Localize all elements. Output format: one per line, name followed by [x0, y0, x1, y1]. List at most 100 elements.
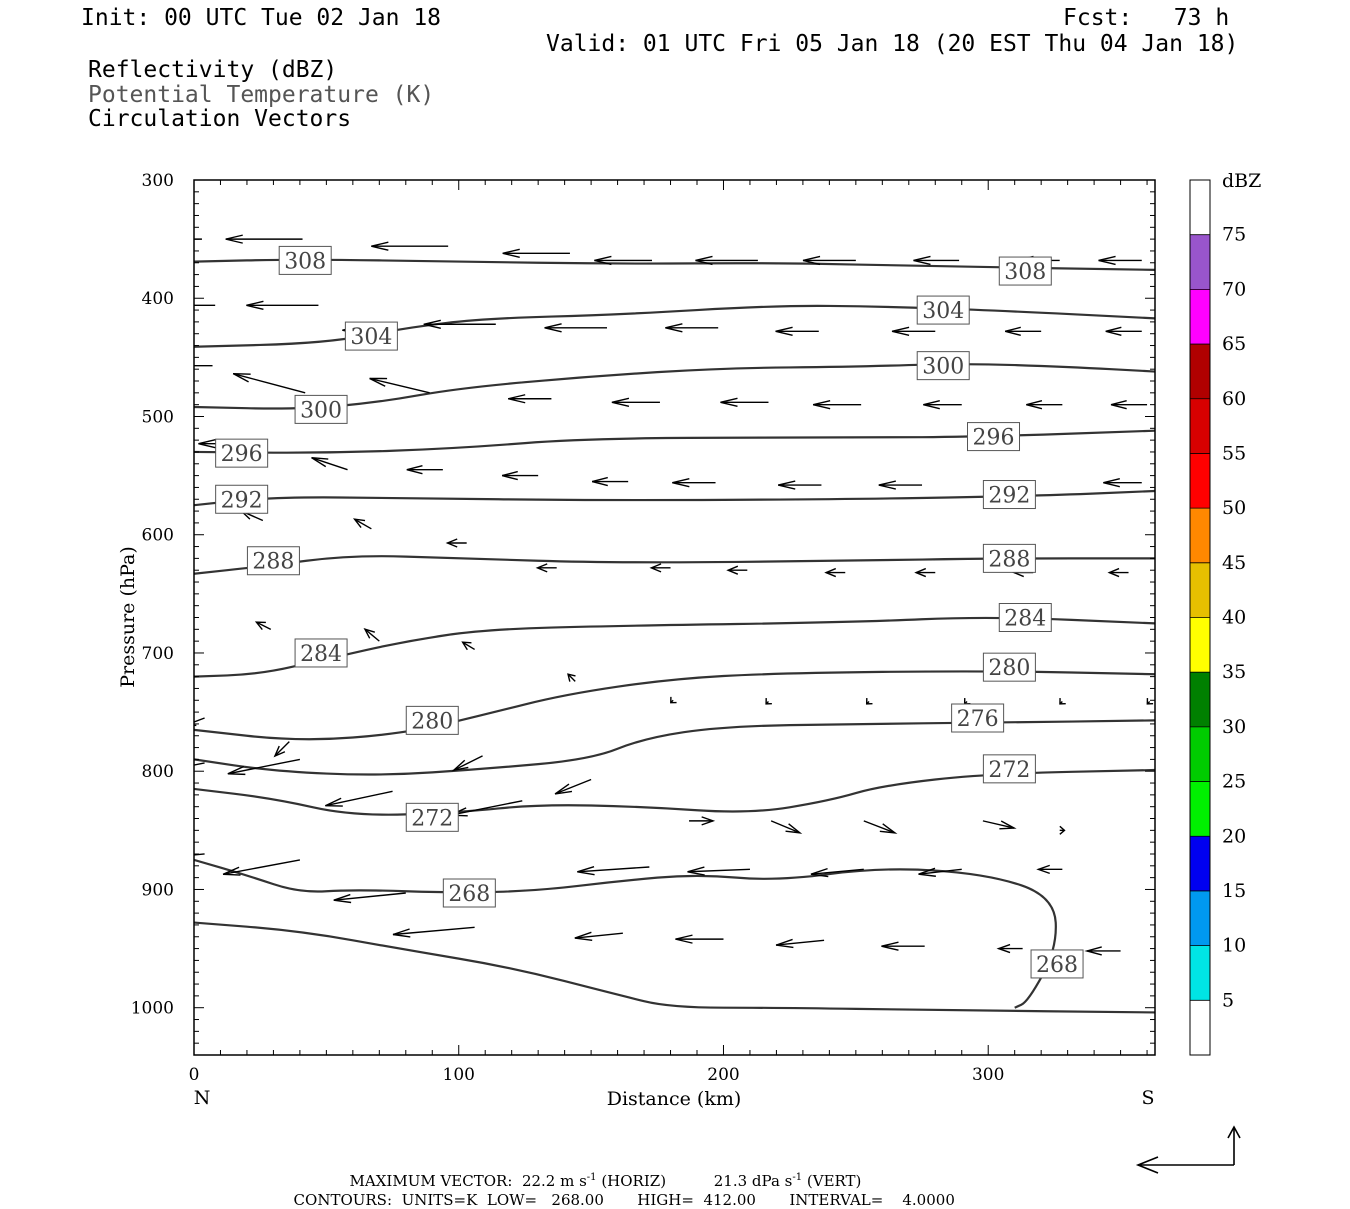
- circulation-vector: [611, 397, 660, 407]
- circulation-vector: [665, 323, 719, 333]
- vector-head: [535, 563, 548, 573]
- vector-shaft: [554, 778, 592, 795]
- contour-label-box: [916, 351, 970, 381]
- max-vector-vert-exp: -1: [792, 1172, 803, 1183]
- y-tick-label: 900: [142, 880, 174, 900]
- vector-head: [333, 893, 352, 904]
- colorbar-band: [1190, 672, 1210, 727]
- circulation-vector: [406, 465, 443, 475]
- vector-head: [501, 470, 518, 481]
- circulation-vector: [246, 300, 319, 311]
- axis-ticks: [193, 179, 1155, 1056]
- y-tick-label: 700: [142, 644, 174, 664]
- circulation-vector: [194, 853, 205, 856]
- vector-head: [1026, 399, 1043, 410]
- vector-shaft: [233, 372, 306, 394]
- vector-head: [923, 399, 940, 410]
- colorbar-level-label: 60: [1222, 388, 1246, 410]
- circulation-vector: [720, 397, 769, 407]
- vector-head: [649, 563, 662, 573]
- vector-shaft: [453, 755, 483, 771]
- x-axis-right-end-label: S: [1141, 1087, 1154, 1109]
- contour-label-284: 284: [998, 603, 1052, 632]
- vector-head: [996, 943, 1011, 954]
- circulation-vector: [194, 364, 213, 367]
- vector-head: [369, 377, 388, 387]
- y-tick-label: 800: [142, 762, 174, 782]
- contours-interval: INTERVAL= 4.0000: [789, 1191, 955, 1209]
- circulation-vector: [812, 399, 862, 410]
- vector-shaft: [274, 741, 290, 757]
- colorbar-level-label: 25: [1222, 771, 1246, 793]
- contour-label-box: [405, 705, 459, 735]
- contour-label-box: [982, 480, 1036, 510]
- circulation-vector: [802, 255, 856, 266]
- x-axis-left-end-label: N: [194, 1087, 211, 1109]
- contour-label-300: 300: [916, 351, 970, 381]
- circulation-vector: [1105, 326, 1142, 337]
- circulation-vector: [577, 866, 650, 876]
- max-vector-line: MAXIMUM VECTOR: 22.2 m s-1 (HORIZ) 21.3 …: [340, 1158, 862, 1189]
- contour-label-text: 300: [922, 355, 964, 380]
- vector-head: [687, 866, 705, 876]
- circulation-vector: [333, 892, 406, 904]
- contour-label-box: [998, 603, 1052, 632]
- contour-label-text: 296: [221, 442, 263, 467]
- y-tick-label: 500: [142, 407, 174, 427]
- vector-shaft: [982, 820, 1015, 829]
- circulation-vector: [544, 323, 607, 333]
- vector-head: [325, 797, 343, 807]
- vector-head: [451, 759, 469, 772]
- circulation-vector: [913, 255, 960, 266]
- contour-label-box: [344, 321, 398, 351]
- vector-head: [878, 480, 896, 490]
- vector-head: [999, 820, 1017, 830]
- contour-label-text: 304: [350, 325, 392, 350]
- vector-head: [675, 934, 693, 944]
- contour-label-box: [442, 878, 496, 908]
- contour-label-280: 280: [982, 652, 1036, 682]
- vector-layer: [194, 234, 1154, 956]
- circulation-vector: [775, 326, 819, 337]
- contour-label-box: [405, 802, 459, 832]
- vector-shaft: [776, 939, 825, 946]
- contours-low: LOW= 268.00: [486, 1191, 604, 1209]
- vector-head: [785, 823, 803, 834]
- colorbar-band: [1190, 234, 1210, 290]
- vector-head: [363, 627, 376, 639]
- vector-head: [222, 866, 241, 876]
- contour-label-text: 280: [988, 656, 1030, 681]
- circulation-vector: [363, 627, 380, 642]
- vector-head: [1110, 399, 1127, 410]
- contour-label-272: 272: [982, 754, 1036, 784]
- vector-head: [670, 696, 677, 704]
- contour-label-text: 280: [411, 709, 453, 734]
- circulation-vector: [371, 241, 449, 251]
- vector-head: [775, 326, 793, 337]
- vector-head: [865, 698, 873, 705]
- vector-head: [1004, 326, 1021, 337]
- circulation-vector: [591, 476, 629, 487]
- contour-label-box: [294, 638, 348, 668]
- circulation-vector: [451, 755, 483, 772]
- vector-head: [672, 478, 690, 488]
- colorbar-band: [1190, 617, 1210, 673]
- vector-head: [311, 456, 329, 468]
- vector-head: [392, 928, 411, 938]
- vector-head: [665, 323, 683, 333]
- contour-label-296: 296: [215, 438, 269, 468]
- vector-shaft: [770, 820, 801, 834]
- contour-label-text: 292: [221, 488, 263, 513]
- circulation-vector: [352, 518, 372, 530]
- circulation-vector: [194, 238, 202, 240]
- contour-label-288: 288: [246, 546, 300, 576]
- vector-head: [1146, 698, 1154, 705]
- forecast-hour: Fcst: 73 h: [1063, 5, 1230, 31]
- circulation-vector: [502, 248, 570, 258]
- circulation-vector: [878, 480, 923, 490]
- colorbar-band: [1190, 836, 1210, 891]
- vector-shaft: [918, 868, 962, 875]
- vector-head: [810, 867, 829, 878]
- vector-head: [1098, 255, 1116, 266]
